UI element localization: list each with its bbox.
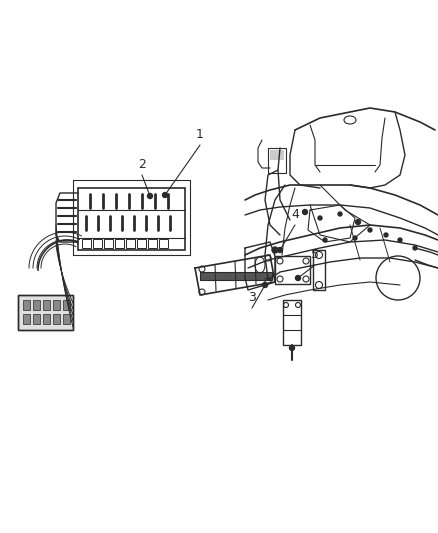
Circle shape: [338, 212, 342, 216]
Bar: [18, 295, 73, 330]
Bar: [63, 300, 70, 310]
Bar: [270, 150, 284, 160]
Bar: [82, 239, 91, 248]
Circle shape: [353, 236, 357, 240]
Bar: [63, 314, 70, 324]
Bar: [78, 188, 185, 250]
Bar: [43, 314, 50, 324]
Bar: [283, 300, 301, 345]
Circle shape: [413, 246, 417, 250]
Bar: [93, 239, 102, 248]
Bar: [53, 314, 60, 324]
Circle shape: [278, 247, 283, 253]
Bar: [200, 272, 272, 280]
Circle shape: [148, 193, 152, 198]
Bar: [313, 250, 325, 290]
Bar: [33, 300, 40, 310]
Bar: [159, 239, 168, 248]
Bar: [137, 239, 146, 248]
Text: 5: 5: [311, 248, 319, 261]
Text: 4: 4: [291, 208, 299, 221]
Text: 3: 3: [248, 291, 256, 304]
Text: 2: 2: [138, 158, 146, 171]
Bar: [148, 239, 157, 248]
Circle shape: [162, 192, 167, 198]
Circle shape: [368, 228, 372, 232]
Circle shape: [323, 238, 327, 242]
Circle shape: [290, 345, 294, 351]
Circle shape: [384, 233, 388, 237]
Circle shape: [262, 282, 268, 287]
Bar: [115, 239, 124, 248]
Bar: [23, 300, 30, 310]
Circle shape: [303, 209, 307, 214]
Bar: [33, 314, 40, 324]
Circle shape: [318, 216, 322, 220]
Text: 1: 1: [196, 128, 204, 141]
Bar: [43, 300, 50, 310]
Circle shape: [356, 220, 360, 224]
Circle shape: [398, 238, 402, 242]
Bar: [18, 295, 73, 330]
Bar: [268, 148, 286, 173]
Bar: [275, 256, 310, 284]
Circle shape: [296, 276, 300, 280]
Bar: [200, 272, 272, 280]
Bar: [23, 314, 30, 324]
Bar: [126, 239, 135, 248]
Circle shape: [272, 247, 278, 253]
Bar: [104, 239, 113, 248]
Bar: [53, 300, 60, 310]
